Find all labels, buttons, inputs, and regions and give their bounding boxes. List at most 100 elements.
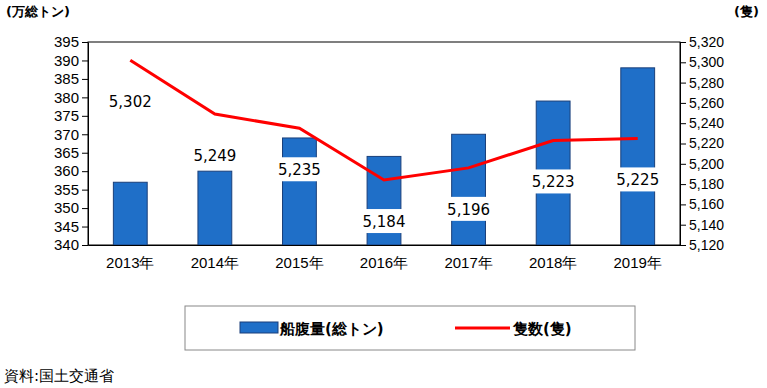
tick-label: 5,160 <box>689 196 724 212</box>
legend-label: 船腹量(総トン) <box>279 320 384 338</box>
line <box>130 60 637 180</box>
bar <box>283 138 317 245</box>
tick-label: 395 <box>54 33 79 50</box>
tick: 375 <box>54 107 88 124</box>
tick-mark <box>680 42 686 43</box>
data-label: 5,223 <box>532 173 575 191</box>
plot-marks <box>113 60 654 245</box>
bar <box>452 134 486 245</box>
tick-mark <box>82 42 88 43</box>
data-label-bg <box>97 89 163 113</box>
data-label: 5,249 <box>193 147 236 165</box>
plot-frame <box>88 42 680 245</box>
tick-label: 5,220 <box>689 135 724 151</box>
tick-mark <box>82 153 88 154</box>
y-axis: 340345 350355 360365370 375380 385390 395 <box>54 33 89 253</box>
tick-mark <box>82 134 88 135</box>
data-label-bg <box>436 197 502 221</box>
tick: 360 <box>54 162 88 179</box>
axis-line <box>89 245 681 246</box>
data-label-bg <box>182 143 248 167</box>
tick-mark <box>82 227 88 228</box>
tick-label: 5,200 <box>689 156 724 172</box>
tick-label: 390 <box>54 52 79 69</box>
data-label-group: 5,225 <box>605 167 671 191</box>
data-label-group: 5,302 <box>97 89 163 113</box>
data-label: 5,196 <box>447 201 490 219</box>
tick: 5,200 <box>680 156 724 172</box>
tick: 5,180 <box>680 176 724 192</box>
tick-label: 2018年 <box>529 254 577 271</box>
legend-box <box>185 306 635 350</box>
data-label-group: 5,249 <box>182 143 248 167</box>
tick-label: 355 <box>54 181 79 198</box>
tick-label: 5,140 <box>689 217 724 233</box>
tick-label: 380 <box>54 89 79 106</box>
tick-mark <box>680 103 686 104</box>
data-label: 5,302 <box>109 93 152 111</box>
tick-label: 350 <box>54 199 79 216</box>
tick-label: 5,280 <box>689 75 724 91</box>
data-label-bg <box>266 157 332 181</box>
tick: 5,220 <box>680 135 724 151</box>
axis-title: (隻) <box>734 4 759 19</box>
tick-label: 5,120 <box>689 237 724 253</box>
tick: 5,300 <box>680 54 724 70</box>
tick-label: 5,260 <box>689 95 724 111</box>
tick-label: 345 <box>54 218 79 235</box>
data-label: 5,184 <box>363 213 406 231</box>
axis-line <box>88 43 89 246</box>
tick-mark <box>680 245 686 246</box>
tick-mark <box>82 116 88 117</box>
legend-swatch <box>455 327 510 330</box>
tick-label: 2014年 <box>191 254 239 271</box>
axis-title: (万総トン) <box>6 4 70 19</box>
tick-label: 340 <box>54 236 79 253</box>
tick-mark <box>82 190 88 191</box>
data-label-bg <box>351 209 417 233</box>
tick-mark <box>680 123 686 124</box>
tick-label: 365 <box>54 144 79 161</box>
tick-mark <box>82 97 88 98</box>
bar <box>113 182 147 245</box>
tick: 390 <box>54 52 88 69</box>
data-label: 5,225 <box>616 171 659 189</box>
tick-label: 2015年 <box>275 254 323 271</box>
tick-mark <box>82 60 88 61</box>
data-label-group: 5,184 <box>351 209 417 233</box>
tick: 5,240 <box>680 115 724 131</box>
tick: 2014年 <box>191 245 239 271</box>
tick-mark <box>82 171 88 172</box>
tick-mark <box>82 245 88 246</box>
legend: 船腹量(総トン)隻数(隻) <box>185 306 635 350</box>
tick-label: 385 <box>54 70 79 87</box>
data-label-group: 5,196 <box>436 197 502 221</box>
tick-mark <box>680 184 686 185</box>
tick-mark <box>680 225 686 226</box>
tick: 2015年 <box>275 245 323 271</box>
tick-label: 5,320 <box>689 34 724 50</box>
tick-label: 370 <box>54 126 79 143</box>
tick: 5,280 <box>680 75 724 91</box>
tick-label: 5,180 <box>689 176 724 192</box>
tick: 2019年 <box>614 245 662 271</box>
tick: 395 <box>54 33 88 50</box>
y2-axis: 5,120 5,140 5,160 5,180 5,200 5,220 5,240 5,260… <box>680 34 724 253</box>
tick: 385 <box>54 70 88 87</box>
tick: 2017年 <box>444 245 492 271</box>
tick: 355 <box>54 181 88 198</box>
bar <box>198 171 232 245</box>
tick-mark <box>680 144 686 145</box>
tick: 5,120 <box>680 237 724 253</box>
tick: 2018年 <box>529 245 577 271</box>
tick: 380 <box>54 89 88 106</box>
legend-swatch <box>240 322 278 333</box>
tick-mark <box>680 204 686 205</box>
tick: 365 <box>54 144 88 161</box>
tick-label: 2017年 <box>444 254 492 271</box>
tick-mark <box>680 164 686 165</box>
tick: 340 <box>54 236 88 253</box>
tick-label: 2019年 <box>614 254 662 271</box>
tick-label: 5,300 <box>689 54 724 70</box>
tick-mark <box>82 208 88 209</box>
